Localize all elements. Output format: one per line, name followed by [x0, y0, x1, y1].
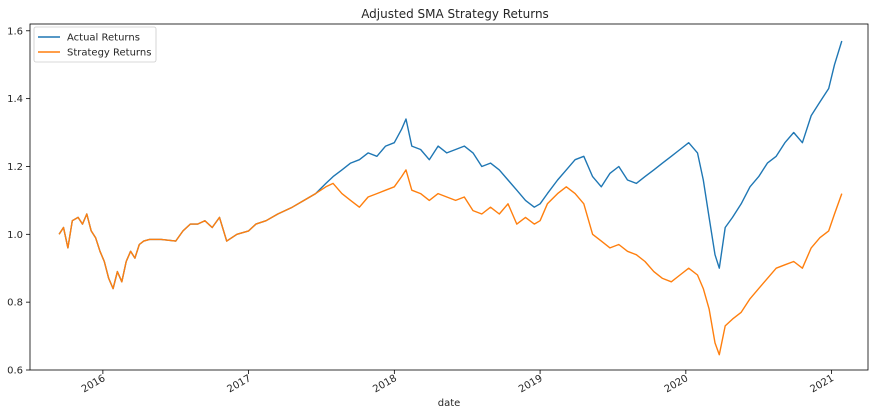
y-tick-label: 0.8	[7, 298, 23, 309]
y-axis: 0.6 0.8 1.0 1.2 1.4 1.6	[7, 26, 30, 376]
legend-label-strategy-returns: Strategy Returns	[67, 48, 151, 59]
x-tick-label: 2017	[226, 373, 254, 395]
y-tick-label: 1.6	[7, 26, 23, 37]
x-axis: 2016 2017 2018 2019 2020 2021	[80, 370, 836, 395]
series-line-actual-returns	[59, 41, 842, 289]
y-tick-label: 1.2	[7, 162, 23, 173]
y-tick-label: 1.0	[7, 230, 23, 241]
series-line-strategy-returns	[59, 170, 842, 355]
axes-frame	[30, 24, 868, 370]
legend: Actual Returns Strategy Returns	[34, 27, 156, 62]
plot-area	[59, 41, 842, 355]
chart-title: Adjusted SMA Strategy Returns	[361, 7, 549, 21]
x-tick-label: 2018	[371, 373, 399, 395]
x-tick-label: 2019	[517, 373, 545, 395]
x-tick-label: 2016	[80, 373, 108, 395]
x-tick-label: 2020	[663, 373, 691, 395]
y-tick-label: 0.6	[7, 366, 23, 377]
legend-label-actual-returns: Actual Returns	[67, 33, 140, 44]
x-tick-label: 2021	[809, 373, 837, 395]
x-axis-title: date	[438, 398, 461, 409]
y-tick-label: 1.4	[7, 94, 23, 105]
